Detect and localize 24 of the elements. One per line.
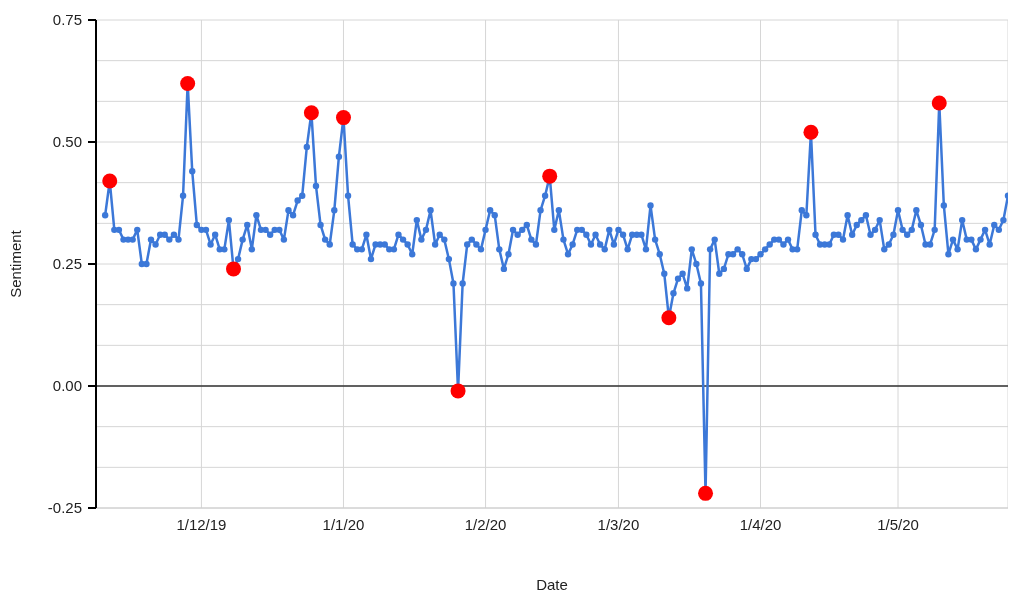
point	[931, 95, 947, 111]
point	[102, 173, 118, 189]
point	[180, 75, 196, 91]
y-axis-title: Sentiment	[7, 229, 25, 298]
y-tick-label: -0.25	[47, 499, 82, 517]
x-tick-label: 1/1/20	[322, 516, 365, 533]
point	[542, 168, 558, 184]
point	[803, 124, 819, 140]
y-tick-label: 0.25	[52, 255, 82, 273]
point	[698, 485, 714, 501]
y-tick-label: 0.75	[52, 11, 82, 29]
y-tick-label: 0.00	[52, 377, 82, 395]
x-tick-label: 1/2/20	[464, 516, 507, 533]
point	[450, 383, 466, 399]
point	[335, 110, 351, 126]
x-tick-label: 1/3/20	[597, 516, 640, 533]
point	[225, 261, 241, 277]
x-tick-label: 1/5/20	[877, 516, 919, 533]
point	[661, 310, 677, 326]
y-tick-label: 0.50	[52, 133, 82, 151]
x-tick-label: 1/4/20	[739, 516, 782, 533]
point	[303, 105, 319, 121]
x-axis-title: Date	[536, 576, 568, 593]
x-tick-label: 1/12/19	[176, 516, 227, 533]
